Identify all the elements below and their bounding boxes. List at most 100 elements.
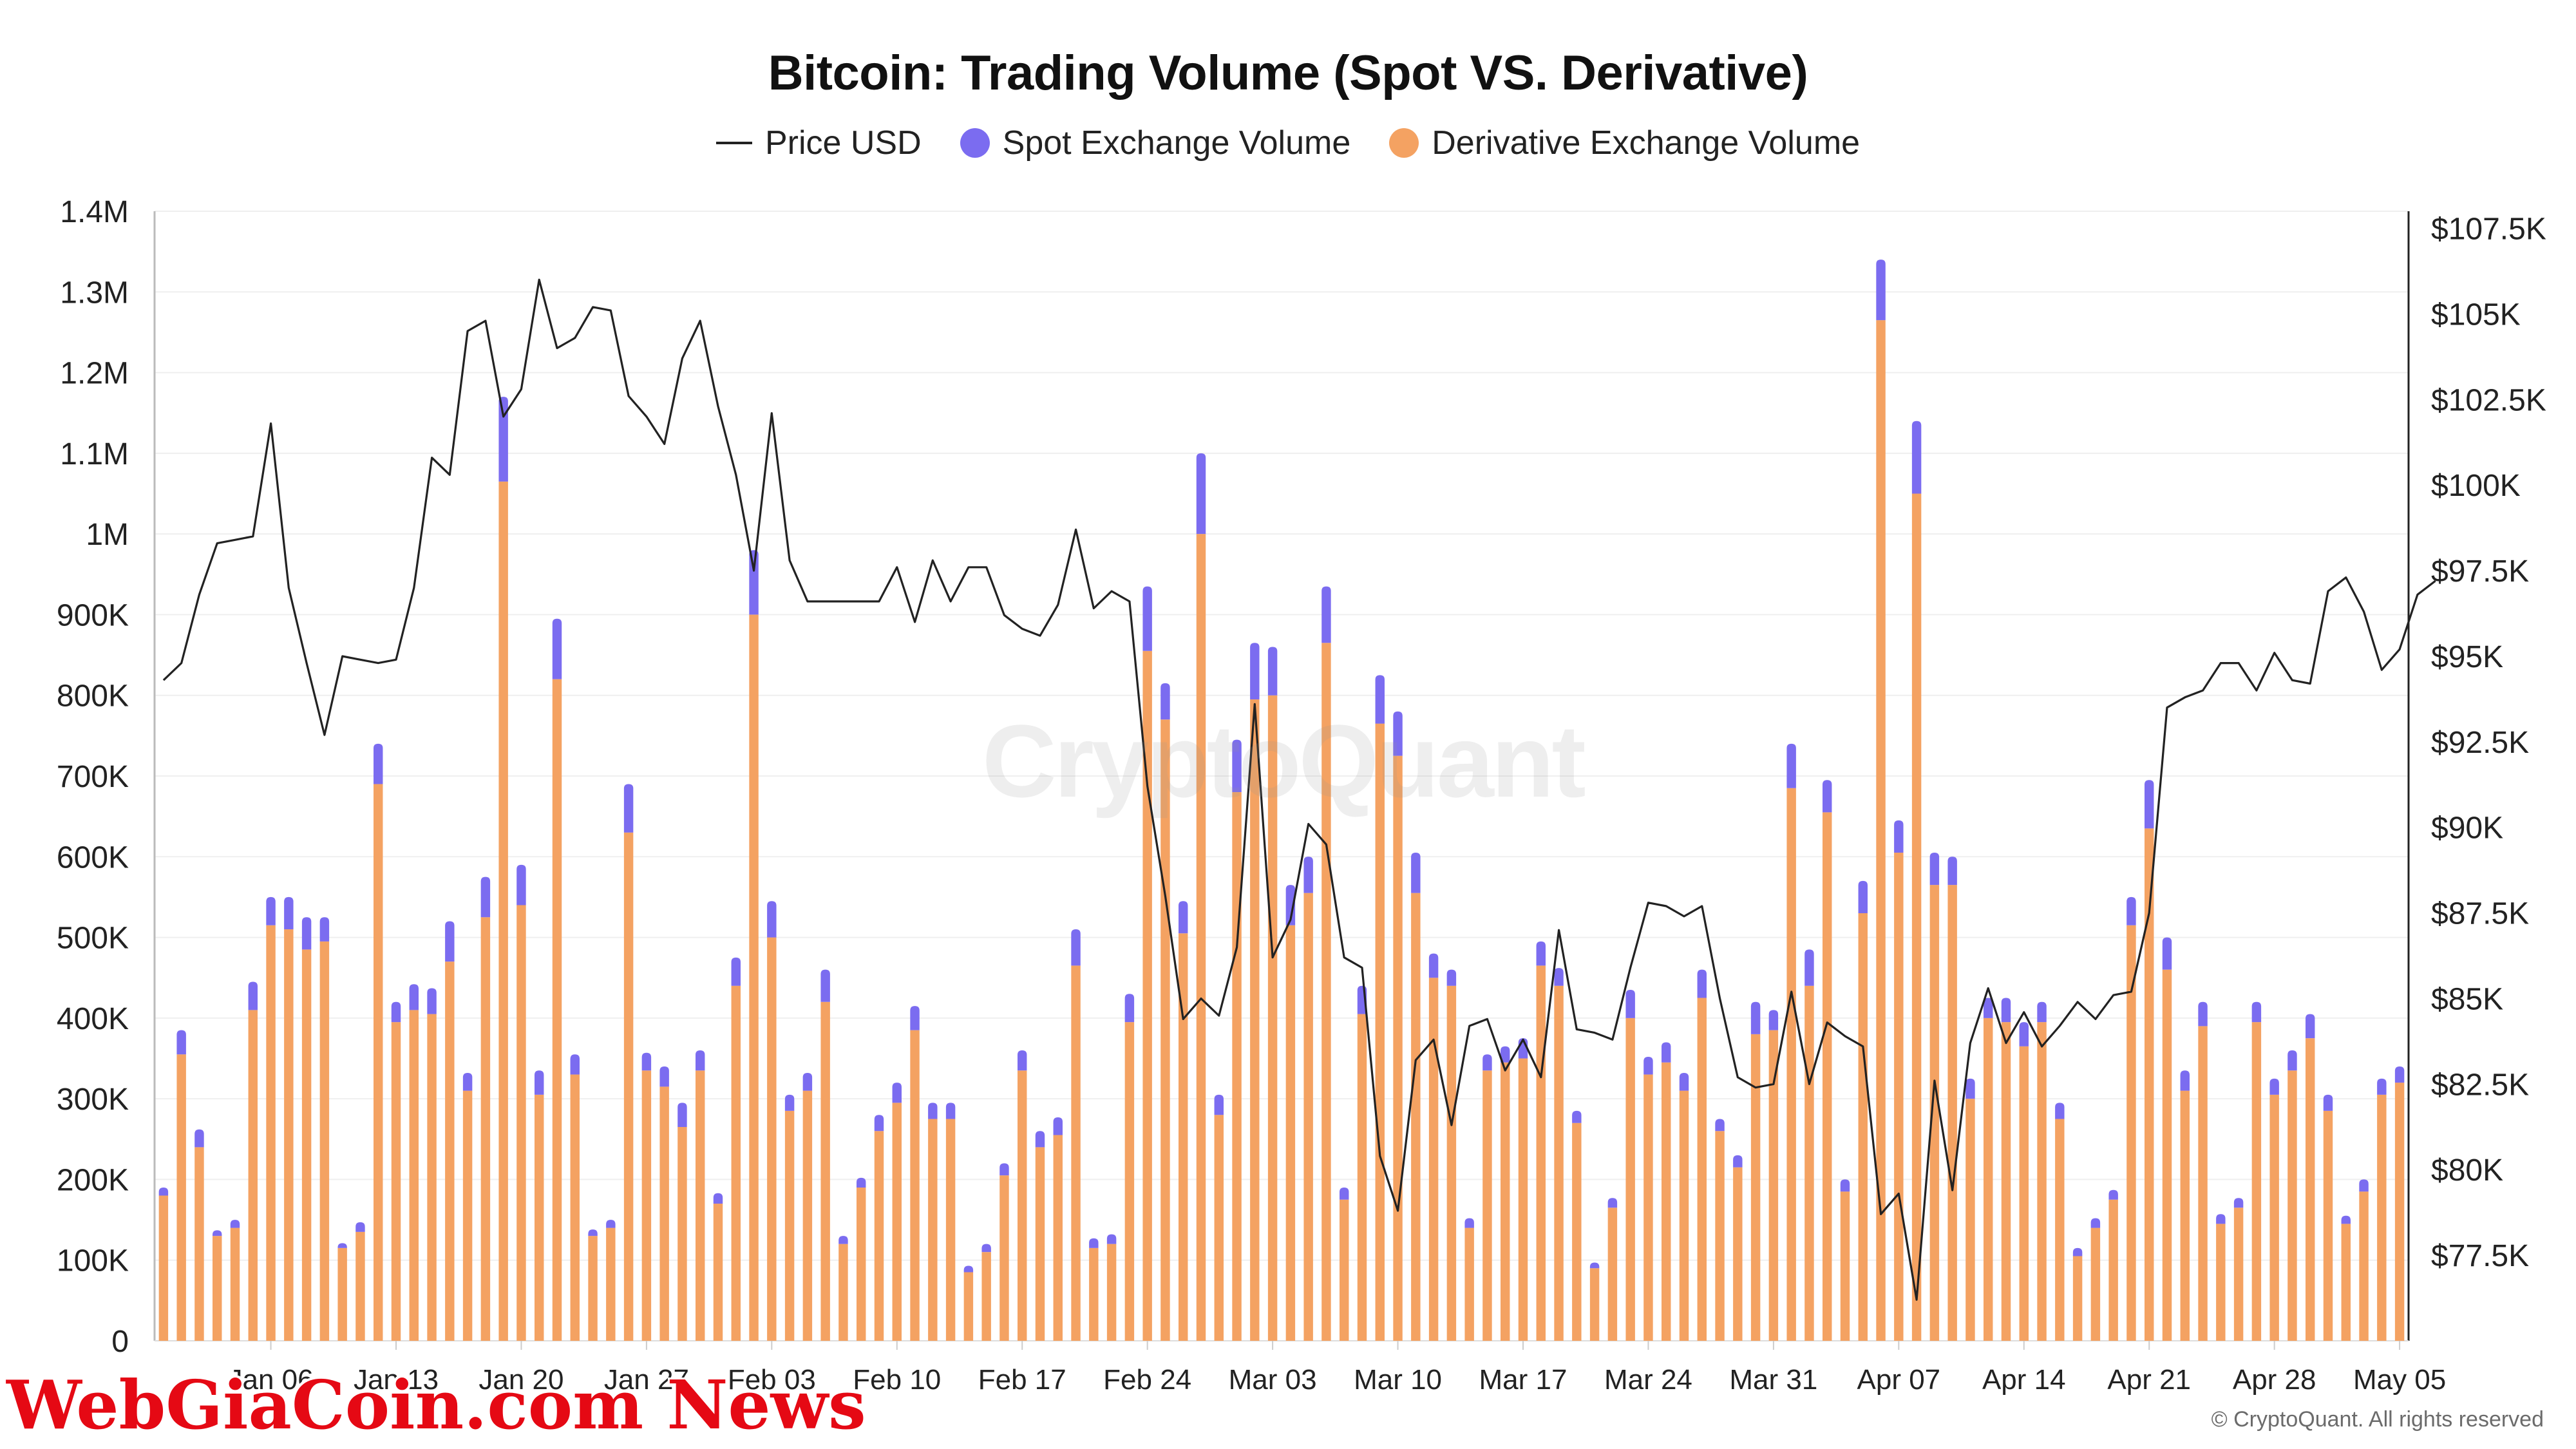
spot-volume-bar — [1340, 1187, 1349, 1200]
spot-volume-bar — [1929, 853, 1940, 886]
derivative-volume-bar — [1697, 998, 1707, 1341]
derivative-volume-bar — [1894, 853, 1904, 1341]
derivative-volume-bar — [838, 1244, 848, 1341]
spot-volume-bar — [2287, 1050, 2297, 1071]
derivative-volume-bar — [1929, 885, 1940, 1341]
spot-volume-bar — [1697, 969, 1707, 998]
derivative-volume-bar — [999, 1175, 1009, 1341]
spot-volume-bar — [928, 1103, 938, 1119]
spot-volume-bar — [1232, 739, 1242, 793]
derivative-volume-bar — [606, 1227, 616, 1341]
derivative-volume-bar — [2233, 1208, 2244, 1341]
derivative-volume-bar — [857, 1187, 866, 1341]
legend-label-spot: Spot Exchange Volume — [1002, 124, 1351, 162]
spot-volume-bar — [588, 1229, 598, 1236]
spot-volume-bar — [2001, 998, 2011, 1023]
spot-volume-bar — [963, 1265, 974, 1273]
derivative-volume-bar — [1518, 1058, 1528, 1341]
derivative-volume-bar — [1536, 965, 1546, 1341]
derivative-volume-bar — [2287, 1070, 2297, 1341]
spot-volume-bar — [176, 1030, 186, 1055]
spot-volume-bar — [230, 1220, 240, 1228]
derivative-volume-bar — [2162, 969, 2172, 1341]
derivative-volume-bar — [194, 1147, 204, 1341]
spot-volume-bar — [2341, 1215, 2351, 1224]
x-tick-label: Jan 20 — [478, 1364, 564, 1396]
derivative-volume-bar — [1643, 1074, 1653, 1341]
y-left-tick-label: 0 — [111, 1325, 129, 1359]
y-right-tick-label: $107.5K — [2431, 213, 2546, 247]
derivative-volume-bar — [1679, 1090, 1689, 1341]
spot-volume-bar — [2162, 937, 2172, 970]
derivative-volume-bar — [2037, 1022, 2047, 1341]
spot-volume-bar — [767, 901, 777, 938]
spot-volume-bar — [1804, 949, 1814, 986]
spot-volume-bar — [1106, 1234, 1117, 1244]
derivative-volume-bar — [1321, 643, 1331, 1341]
spot-volume-bar — [945, 1103, 956, 1119]
y-left-tick-label: 1.3M — [60, 276, 129, 310]
spot-volume-bar — [1858, 880, 1868, 913]
derivative-volume-bar — [1340, 1199, 1349, 1341]
x-tick-label: May 05 — [2353, 1364, 2446, 1396]
derivative-volume-bar — [767, 937, 777, 1341]
spot-volume-bar — [1196, 453, 1206, 535]
spot-volume-bar — [838, 1236, 848, 1244]
derivative-volume-bar — [2198, 1026, 2208, 1341]
derivative-volume-bar — [427, 1014, 437, 1341]
y-left-tick-label: 600K — [57, 840, 129, 875]
derivative-volume-bar — [445, 961, 455, 1341]
derivative-volume-bar — [749, 614, 759, 1341]
spot-volume-bar — [1321, 586, 1331, 643]
derivative-volume-bar — [535, 1094, 544, 1341]
derivative-volume-bar — [1482, 1070, 1492, 1341]
spot-volume-bar — [516, 864, 526, 905]
spot-volume-bar — [2233, 1198, 2244, 1208]
spot-volume-bar — [784, 1094, 795, 1111]
spot-volume-bar — [1214, 1094, 1224, 1115]
x-tick-label: Mar 10 — [1354, 1364, 1442, 1396]
spot-volume-bar — [1733, 1155, 1743, 1168]
derivative-volume-bar — [2359, 1191, 2369, 1341]
line-legend-icon — [715, 142, 752, 144]
x-tick-label: Apr 14 — [1982, 1364, 2066, 1396]
derivative-volume-bar — [374, 784, 383, 1341]
y-left-tick-label: 200K — [57, 1163, 129, 1197]
derivative-volume-bar — [391, 1022, 401, 1341]
y-left-tick-label: 1.1M — [60, 437, 129, 471]
derivative-volume-bar — [1160, 719, 1170, 1341]
price-line — [162, 278, 2436, 1301]
spot-volume-bar — [731, 957, 741, 986]
legend-item-price[interactable]: Price USD — [715, 124, 922, 162]
derivative-volume-bar — [2001, 1022, 2011, 1341]
y-right-tick-label: $77.5K — [2431, 1239, 2529, 1273]
y-left-tick-label: 800K — [57, 679, 129, 714]
derivative-volume-bar — [319, 941, 330, 1341]
spot-volume-bar — [2198, 1001, 2208, 1027]
x-tick-label: Feb 17 — [978, 1364, 1066, 1396]
spot-volume-bar — [391, 1001, 401, 1023]
spot-volume-bar — [1053, 1117, 1063, 1135]
derivative-volume-bar — [1662, 1062, 1671, 1341]
derivative-volume-bar — [1357, 1014, 1367, 1341]
spot-volume-bar — [337, 1243, 347, 1248]
x-tick-label: Apr 07 — [1857, 1364, 1941, 1396]
legend-item-derivative[interactable]: Derivative Exchange Volume — [1389, 124, 1860, 162]
spot-volume-bar — [498, 397, 508, 482]
derivative-volume-bar — [2108, 1199, 2118, 1341]
spot-volume-bar — [248, 981, 258, 1010]
derivative-volume-bar — [1607, 1208, 1618, 1341]
spot-volume-bar — [1124, 994, 1135, 1023]
derivative-volume-bar — [2090, 1227, 2101, 1341]
derivative-volume-bar — [337, 1247, 347, 1341]
spot-volume-bar — [570, 1054, 580, 1075]
spot-volume-bar — [1786, 743, 1796, 788]
legend-item-spot[interactable]: Spot Exchange Volume — [960, 124, 1351, 162]
derivative-volume-bar — [1786, 788, 1796, 1341]
derivative-volume-bar — [1715, 1131, 1725, 1341]
spot-volume-bar — [2377, 1078, 2387, 1095]
derivative-volume-bar — [731, 985, 741, 1341]
spot-volume-bar — [1446, 969, 1457, 986]
derivative-volume-bar — [1303, 893, 1313, 1341]
